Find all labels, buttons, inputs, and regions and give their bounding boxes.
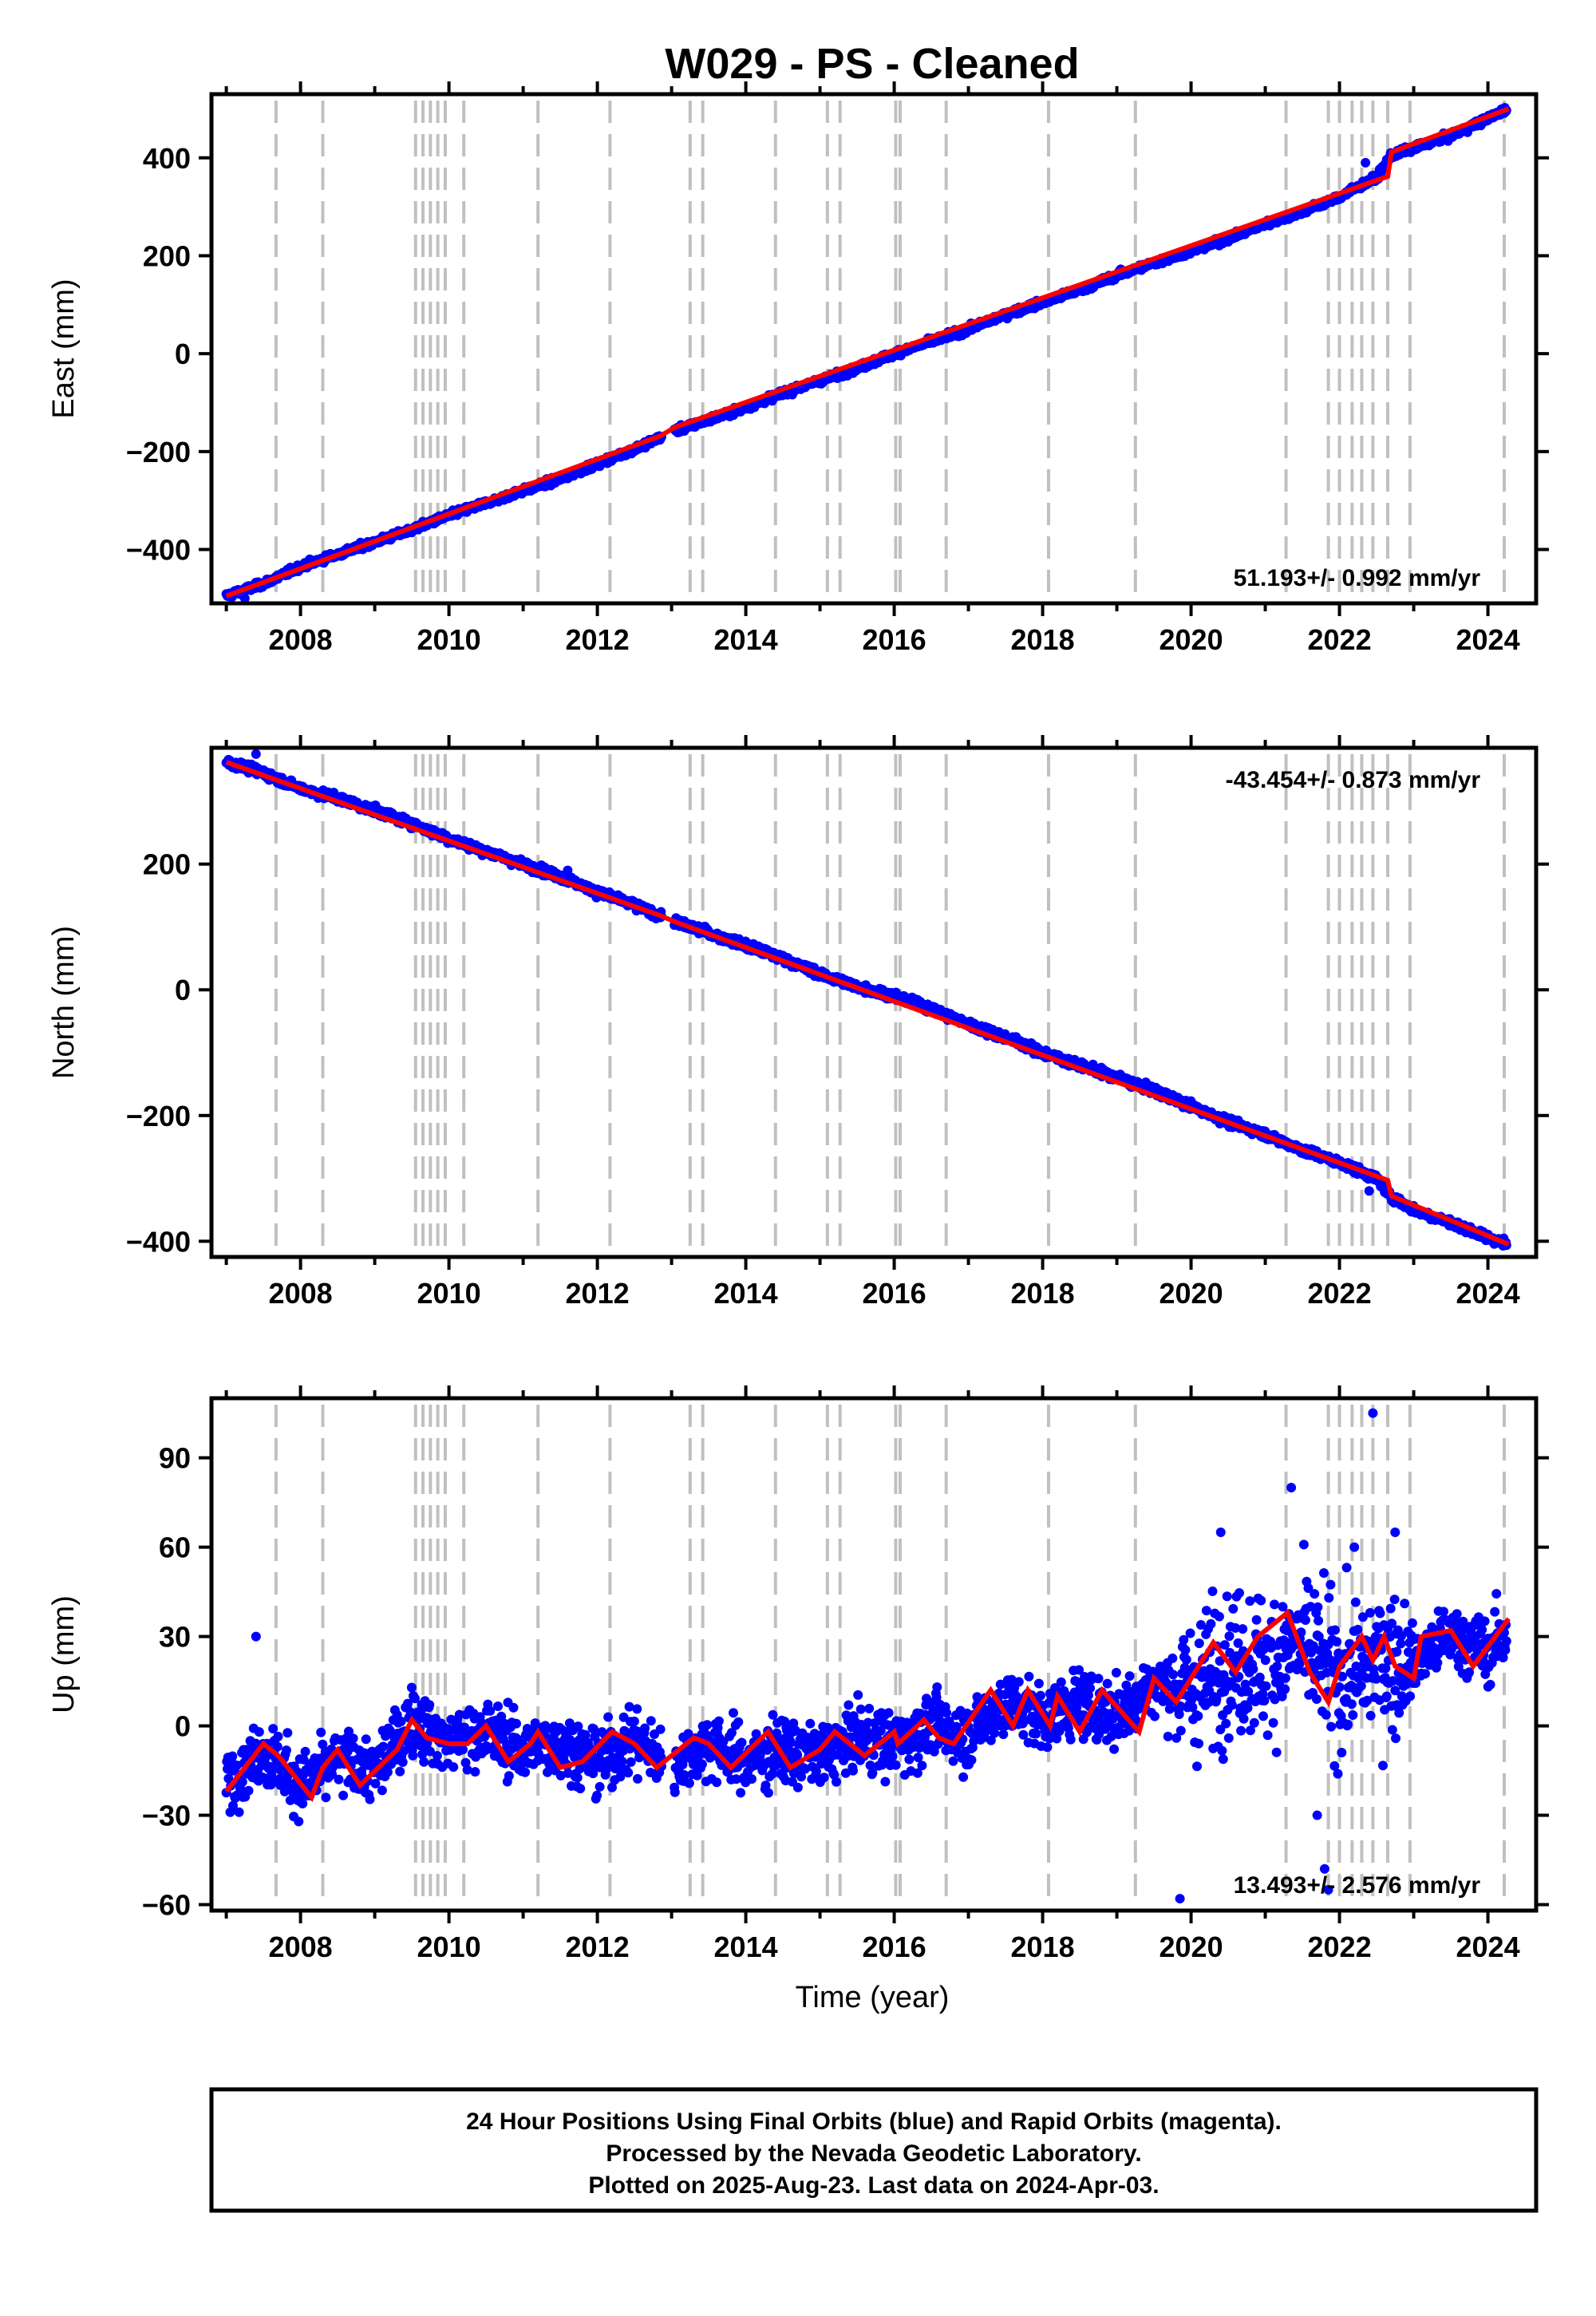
y-tick-label: 200	[143, 239, 191, 272]
data-point	[318, 1739, 328, 1749]
data-points-up	[221, 1408, 1511, 1904]
north-panel: 2008 2010 2012 2014 2016 2018 2020 2022 2024 −400…	[47, 735, 1549, 1310]
outlier-point	[563, 473, 573, 484]
x-tick-label: 2008	[269, 1277, 333, 1310]
y-tick-label: −200	[126, 1100, 191, 1132]
x-tick-label: 2012	[566, 1277, 630, 1310]
east-panel: 2008 2010 2012 2014 2016 2018 2020 2022 2024 −400…	[47, 81, 1549, 656]
x-tick-label: 2018	[1011, 1277, 1075, 1310]
data-point	[282, 1728, 293, 1738]
data-point	[228, 1800, 238, 1811]
y-axis-label: North (mm)	[47, 926, 81, 1079]
data-point	[294, 1816, 304, 1827]
up-panel: 2008 2010 2012 2014 2016 2018 2020 2022 2024−60−…	[47, 1385, 1549, 1963]
outlier-point	[251, 749, 261, 759]
outlier-point	[1361, 157, 1371, 168]
y-tick-label: −400	[126, 534, 191, 567]
data-point	[237, 1777, 247, 1787]
model-line-north	[225, 760, 1510, 1247]
data-point	[268, 1724, 279, 1734]
data-point	[227, 1751, 238, 1761]
data-point	[321, 1792, 331, 1803]
x-tick-label: 2012	[566, 623, 630, 656]
y-axis-label: East (mm)	[47, 279, 81, 418]
figure-title: W029 - PS - Cleaned	[665, 40, 1079, 88]
x-tick-label: 2016	[863, 1277, 926, 1310]
data-point	[243, 1785, 254, 1796]
x-tick-label: 2022	[1308, 1277, 1372, 1310]
data-point	[298, 1799, 308, 1808]
plot-frame	[209, 92, 1539, 606]
x-tick-label: 2024	[1456, 1277, 1520, 1310]
x-tick-label: 2010	[417, 623, 481, 656]
y-tick-label: 0	[175, 338, 191, 370]
x-tick-label: 2018	[1011, 623, 1075, 656]
velocity-annotation: 51.193+/- 0.992 mm/yr	[1234, 565, 1481, 591]
data-point	[316, 1727, 326, 1737]
x-tick-label: 2022	[1308, 623, 1372, 656]
velocity-annotation: -43.454+/- 0.873 mm/yr	[1226, 767, 1481, 793]
y-tick-label: 200	[143, 848, 191, 881]
y-tick-label: −400	[126, 1225, 191, 1258]
data-point	[254, 1727, 264, 1737]
model-line-east	[225, 106, 1510, 599]
data-point	[281, 1745, 291, 1756]
plot-frame	[209, 745, 1539, 1259]
outlier-point	[563, 865, 573, 875]
outlier-point	[1364, 1186, 1374, 1196]
x-tick-label: 2020	[1159, 1277, 1223, 1310]
y-tick-label: −200	[126, 436, 191, 468]
x-tick-label: 2014	[714, 1277, 778, 1310]
x-tick-label: 2024	[1456, 623, 1520, 656]
x-tick-label: 2020	[1159, 623, 1223, 656]
data-point	[273, 1731, 283, 1741]
data-point	[223, 1773, 234, 1784]
y-tick-label: 0	[175, 974, 191, 1006]
data-point	[300, 1746, 310, 1757]
data-point	[234, 1807, 244, 1817]
data-point	[338, 1790, 349, 1800]
x-tick-label: 2014	[714, 623, 778, 656]
data-point	[272, 1741, 282, 1752]
x-tick-label: 2010	[417, 1277, 481, 1310]
y-tick-label: 400	[143, 142, 191, 175]
data-point	[334, 1774, 344, 1784]
outlier-point	[239, 593, 250, 603]
x-tick-label: 2016	[863, 623, 926, 656]
x-tick-label: 2008	[269, 623, 333, 656]
